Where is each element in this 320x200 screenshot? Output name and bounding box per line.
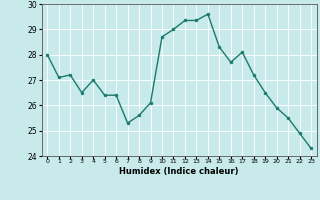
X-axis label: Humidex (Indice chaleur): Humidex (Indice chaleur) (119, 167, 239, 176)
